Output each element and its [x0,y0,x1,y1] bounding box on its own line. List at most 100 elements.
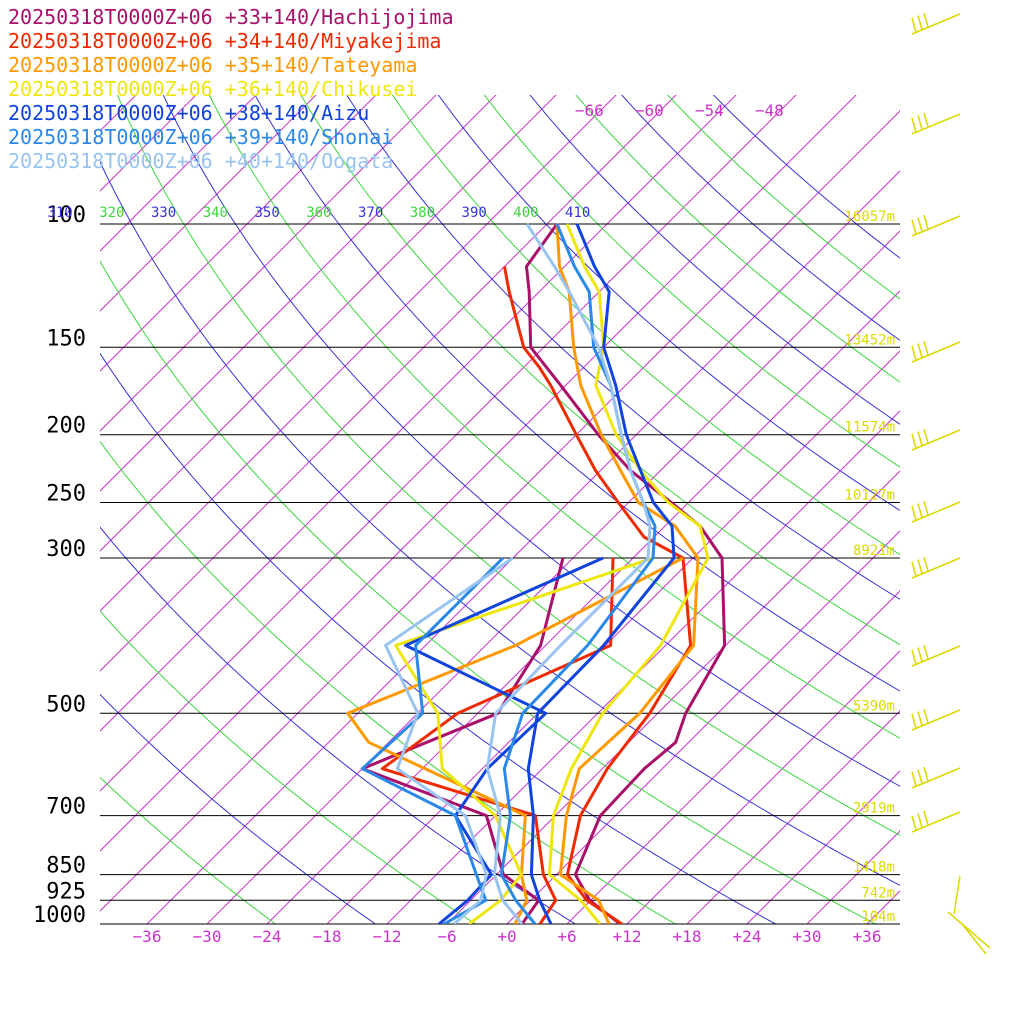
isotherm-line [100,95,257,252]
pressure-label: 850 [46,854,86,879]
pressure-label: 925 [46,879,86,904]
isotherm-line [100,95,557,552]
dewpoint-line-series-1 [380,557,615,924]
isotherm-line [100,95,197,192]
theta-label: 380 [410,205,435,221]
isotherm-line [566,590,900,924]
legend-entry: 20250318T0000Z+06 +38+140/Aizu [8,101,369,125]
wind-barb [953,875,961,915]
dry-adiabat-line [100,693,377,924]
isotherm-line [100,110,900,912]
theta-label: 350 [254,205,279,221]
dry-adiabat-line [208,95,900,739]
dry-adiabat-line [300,95,900,646]
isotherm-line [146,170,900,924]
temperature-label: +0 [497,927,516,946]
wind-barbs [911,12,991,955]
isotherm-line [100,95,377,372]
height-label: 13452m [844,332,895,348]
isotherm-line [326,350,900,924]
wind-barb [911,766,961,789]
temperature-label: +36 [853,927,882,946]
temperature-line-series-2 [555,223,700,924]
theta-label: 390 [462,205,487,221]
height-label: 104m [861,909,895,925]
upper-temperature-label: −54 [695,101,724,120]
isotherm-line [100,95,497,492]
upper-temperature-label: −66 [575,101,604,120]
dewpoint-line-series-5 [360,556,505,924]
height-label: 11574m [844,420,895,436]
isotherm-line [100,95,677,672]
temperature-label: +30 [793,927,822,946]
theta-label: 400 [513,205,538,221]
legend-entry: 20250318T0000Z+06 +33+140/Hachijojima [8,5,454,29]
wind-barb [911,556,961,579]
upper-temperature-label: −60 [635,101,664,120]
temperature-line-series-5 [499,223,657,924]
height-label: 742m [861,885,895,901]
theta-label: 370 [358,205,383,221]
pressure-label: 100 [46,203,86,228]
height-label: 5390m [853,698,895,714]
legend-entry: 20250318T0000Z+06 +39+140/Shonai [8,125,393,149]
dry-adiabat-line [391,95,900,556]
dry-adiabat-line [100,776,277,924]
isotherm-line [746,770,900,924]
temperature-line-series-3 [547,223,710,924]
isotherm-line [806,830,900,924]
wind-barb [947,911,991,949]
theta-label: 330 [151,205,176,221]
isotherm-line [100,95,737,732]
dry-adiabat-line [116,95,900,836]
isotherm-line [686,710,900,924]
theta-label: 410 [565,205,590,221]
dry-adiabat-lines [100,95,900,924]
pressure-label: 1000 [33,903,86,928]
pressure-label: 700 [46,795,86,820]
isotherm-line [100,95,797,792]
wind-barb [911,214,961,237]
pressure-label: 200 [46,414,86,439]
isotherm-lines [0,69,900,924]
dry-adiabat-line [254,95,900,692]
isotherm-line [100,95,857,852]
dry-adiabat-line [666,95,900,300]
temperature-line-series-4 [526,223,676,924]
theta-label: 340 [203,205,228,221]
temperature-label: −18 [313,927,342,946]
temperature-label: −12 [373,927,402,946]
dry-adiabat-line [100,260,877,924]
dewpoint-line-series-6 [384,556,514,924]
isotherm-line [266,290,900,924]
pressure-label: 150 [46,326,86,351]
sounding-series [346,223,727,924]
wind-barb [911,340,961,363]
wind-barb [911,112,961,135]
isotherm-line [0,69,42,924]
temperature-label: −30 [193,927,222,946]
temperature-label: +18 [673,927,702,946]
dry-adiabat-line [162,95,900,787]
legend-entry: 20250318T0000Z+06 +34+140/Miyakejima [8,29,441,53]
temperature-label: −6 [437,927,456,946]
upper-temperature-label: −48 [755,101,784,120]
isotherm-line [100,95,617,612]
isotherm-line [506,530,900,924]
legend: 20250318T0000Z+06 +33+140/Hachijojima202… [8,5,454,173]
height-label: 8921m [853,543,895,559]
dry-adiabat-line [100,160,900,886]
temperature-line-series-6 [485,223,652,924]
temperature-label: +6 [557,927,576,946]
wind-barb [911,644,961,667]
legend-entry: 20250318T0000Z+06 +36+140/Chikusei [8,77,417,101]
wind-barb [911,810,961,833]
wind-barb [911,12,961,35]
theta-label: 320 [99,205,124,221]
dry-adiabat-line [100,610,477,924]
theta-label: 360 [306,205,331,221]
dry-adiabat-line [529,95,900,425]
dry-adiabat-line [437,95,900,512]
height-label: 2919m [853,801,895,817]
